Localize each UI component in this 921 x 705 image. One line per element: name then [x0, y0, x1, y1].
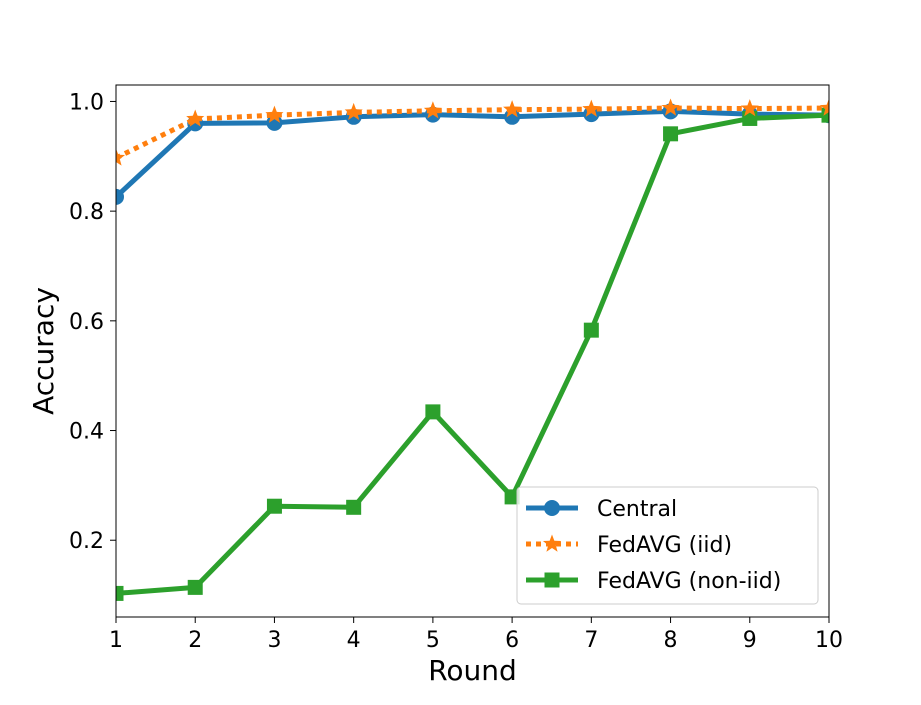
legend-item: FedAVG (non-iid) [526, 569, 781, 594]
data-point [116, 585, 124, 601]
axes-frame [115, 84, 830, 618]
data-point [819, 98, 829, 116]
data-point [116, 148, 126, 166]
x-tick-label: 7 [584, 628, 598, 653]
data-point [504, 489, 520, 505]
data-point [663, 126, 679, 142]
data-point [265, 105, 284, 123]
data-point [425, 404, 441, 420]
data-point [661, 98, 680, 116]
data-point [266, 498, 282, 514]
data-point [187, 579, 203, 595]
y-tick-label: 0.6 [69, 310, 104, 335]
series-line [116, 112, 829, 596]
legend-item: Central [526, 497, 677, 522]
data-point [582, 99, 601, 117]
legend-label: Central [597, 497, 677, 522]
y-tick-label: 1.0 [69, 90, 104, 115]
legend-marker [544, 572, 560, 588]
x-tick-label: 5 [426, 628, 440, 653]
legend-marker [544, 500, 560, 516]
x-tick-label: 9 [743, 628, 757, 653]
legend: Central FedAVG (iid) FedAVG (non-iid) [516, 486, 819, 605]
data-point [583, 322, 599, 338]
legend-item: FedAVG (iid) [526, 533, 732, 558]
x-tick-label: 4 [347, 628, 361, 653]
series-line [116, 105, 829, 161]
x-tick-label: 3 [267, 628, 281, 653]
y-tick-label: 0.8 [69, 200, 104, 225]
data-point [116, 188, 124, 205]
legend-marker [542, 534, 562, 552]
y-axis-label: Accuracy [27, 287, 60, 415]
series-fedavg-non-iid [116, 107, 829, 601]
data-point [821, 107, 829, 123]
legend-label: FedAVG (non-iid) [597, 569, 781, 594]
x-tick-label: 1 [109, 628, 123, 653]
data-point [344, 102, 363, 121]
data-point [186, 109, 205, 127]
series-line [116, 108, 829, 199]
data-point [740, 99, 759, 117]
plot-area [115, 84, 830, 618]
legend-label: FedAVG (iid) [597, 533, 732, 558]
legend-box [516, 486, 819, 605]
data-point [742, 110, 758, 126]
x-tick-label: 8 [664, 628, 678, 653]
x-tick-label: 2 [188, 628, 202, 653]
series-layer [116, 98, 829, 601]
data-point [423, 101, 442, 119]
x-axis-label: Round [428, 654, 517, 687]
x-axis: 1 2 3 4 5 6 7 8 9 10 [109, 617, 843, 653]
x-tick-label: 6 [505, 628, 519, 653]
y-tick-label: 0.2 [69, 529, 104, 554]
series-fedavg-iid [116, 98, 829, 166]
data-point [346, 499, 362, 515]
x-tick-label: 10 [815, 628, 843, 653]
y-tick-label: 0.4 [69, 420, 104, 445]
y-axis: 0.2 0.4 0.6 0.8 1.0 [69, 90, 116, 554]
data-point [503, 100, 522, 118]
